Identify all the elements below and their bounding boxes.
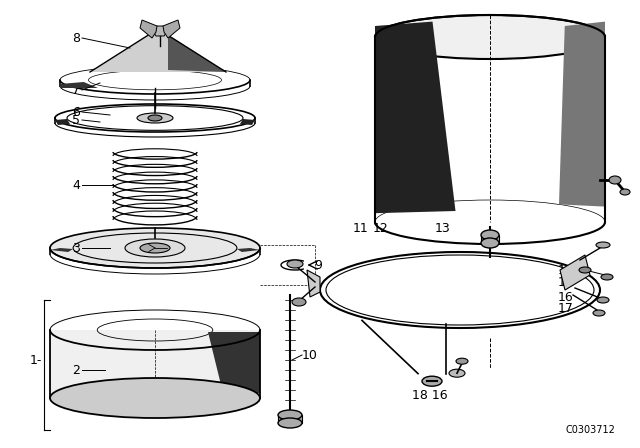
Text: 1-: 1- <box>30 353 42 366</box>
Text: 2: 2 <box>72 363 80 376</box>
Ellipse shape <box>50 378 260 418</box>
Ellipse shape <box>601 274 613 280</box>
Ellipse shape <box>148 115 162 121</box>
Polygon shape <box>168 35 226 72</box>
Polygon shape <box>60 82 98 88</box>
Text: 7: 7 <box>72 83 80 96</box>
Ellipse shape <box>481 238 499 248</box>
Text: 12: 12 <box>373 221 388 234</box>
Ellipse shape <box>278 418 302 428</box>
Ellipse shape <box>50 228 260 268</box>
Polygon shape <box>559 22 605 207</box>
Text: 18 16: 18 16 <box>412 388 448 401</box>
Ellipse shape <box>620 189 630 195</box>
Ellipse shape <box>292 298 306 306</box>
Text: 6: 6 <box>72 105 80 119</box>
Ellipse shape <box>579 267 591 273</box>
Ellipse shape <box>609 176 621 184</box>
Text: 5: 5 <box>72 113 80 126</box>
Polygon shape <box>481 235 499 243</box>
Text: 3: 3 <box>72 241 80 254</box>
Polygon shape <box>163 20 180 38</box>
Polygon shape <box>50 248 73 252</box>
Polygon shape <box>55 119 70 125</box>
Text: 4: 4 <box>72 178 80 191</box>
Ellipse shape <box>375 15 605 59</box>
Text: 11: 11 <box>353 221 369 234</box>
Ellipse shape <box>481 230 499 240</box>
Text: 13: 13 <box>435 221 451 234</box>
Text: 10: 10 <box>302 349 318 362</box>
Ellipse shape <box>278 410 302 420</box>
Polygon shape <box>90 30 226 72</box>
Polygon shape <box>207 332 260 393</box>
Ellipse shape <box>140 243 170 253</box>
Ellipse shape <box>422 376 442 386</box>
Ellipse shape <box>456 358 468 364</box>
Ellipse shape <box>596 242 610 248</box>
Ellipse shape <box>137 113 173 123</box>
Text: 15: 15 <box>558 276 574 289</box>
Ellipse shape <box>125 239 185 257</box>
Polygon shape <box>237 248 260 252</box>
Ellipse shape <box>597 297 609 303</box>
Polygon shape <box>375 22 456 213</box>
Text: 14: 14 <box>558 263 573 276</box>
Text: 17: 17 <box>558 302 574 314</box>
Polygon shape <box>560 255 590 290</box>
Text: 8: 8 <box>72 31 80 44</box>
Ellipse shape <box>449 369 465 377</box>
Ellipse shape <box>593 310 605 316</box>
Polygon shape <box>152 26 168 36</box>
Ellipse shape <box>287 260 303 268</box>
Text: C0303712: C0303712 <box>565 425 615 435</box>
Polygon shape <box>307 270 320 297</box>
Polygon shape <box>240 119 255 125</box>
Polygon shape <box>50 330 260 398</box>
Polygon shape <box>278 415 302 423</box>
Text: 16: 16 <box>558 290 573 303</box>
Polygon shape <box>140 20 157 38</box>
Text: 9: 9 <box>314 258 322 271</box>
